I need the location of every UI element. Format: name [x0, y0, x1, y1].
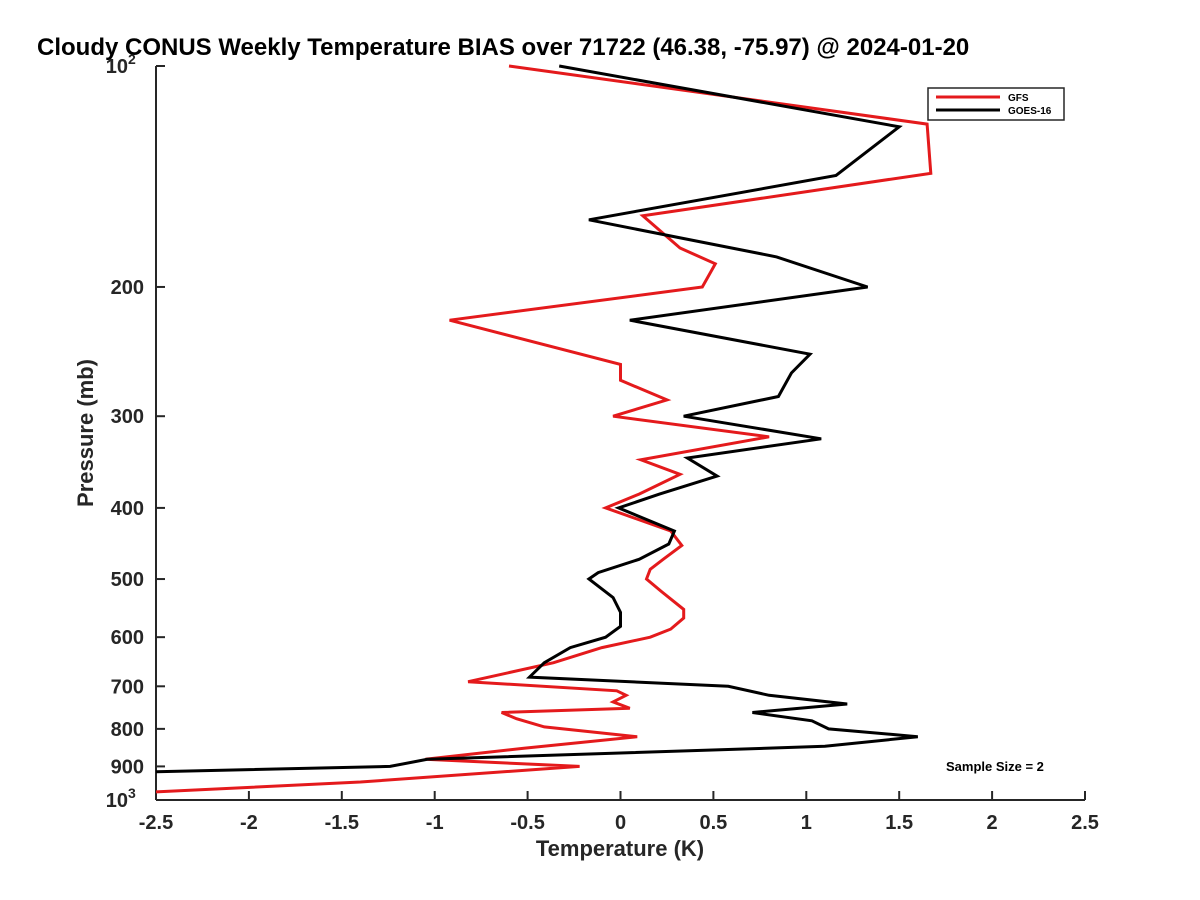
y-axis-label: Pressure (mb) [73, 359, 98, 507]
y-tick-exponent: 2 [128, 51, 136, 67]
x-tick-label: 2.5 [1071, 812, 1099, 834]
y-tick-label: 900 [111, 756, 144, 778]
y-tick-label: 10 [106, 790, 128, 812]
series-line-gfs [155, 64, 933, 794]
x-tick-label: 2 [987, 812, 998, 834]
y-tick-label: 500 [111, 569, 144, 591]
legend-box [927, 87, 1065, 121]
y-tick-exponent: 3 [128, 785, 136, 801]
y-tick-label: 300 [111, 406, 144, 428]
legend-label-goes-16: GOES-16 [1008, 106, 1052, 117]
y-tick-label: 200 [111, 277, 144, 299]
series-line-goes-16 [155, 64, 918, 774]
y-tick-label: 800 [111, 719, 144, 741]
chart-title: Cloudy CONUS Weekly Temperature BIAS ove… [37, 34, 969, 61]
series-layer [155, 64, 933, 794]
legend: GFS GOES-16 [927, 87, 1065, 121]
x-tick-label: -1 [426, 812, 444, 834]
axes: -2.5 -2 -1.5 -1 -0.5 0 0.5 1 1.5 2 2.510 2200300400… [106, 51, 1099, 834]
x-tick-label: -0.5 [510, 812, 544, 834]
x-tick-label: -1.5 [325, 812, 359, 834]
y-tick-label: 400 [111, 498, 144, 520]
y-tick-label: 700 [111, 676, 144, 698]
sample-size-annotation: Sample Size = 2 [946, 759, 1044, 774]
x-axis-label: Temperature (K) [536, 836, 704, 861]
x-tick-label: 1.5 [885, 812, 913, 834]
y-tick-label: 10 [106, 56, 128, 78]
x-tick-label: 0 [615, 812, 626, 834]
x-tick-label: 0.5 [699, 812, 727, 834]
x-tick-label: -2.5 [139, 812, 173, 834]
x-tick-label: 1 [801, 812, 812, 834]
x-tick-label: -2 [240, 812, 258, 834]
y-tick-label: 600 [111, 627, 144, 649]
legend-label-gfs: GFS [1008, 93, 1029, 104]
